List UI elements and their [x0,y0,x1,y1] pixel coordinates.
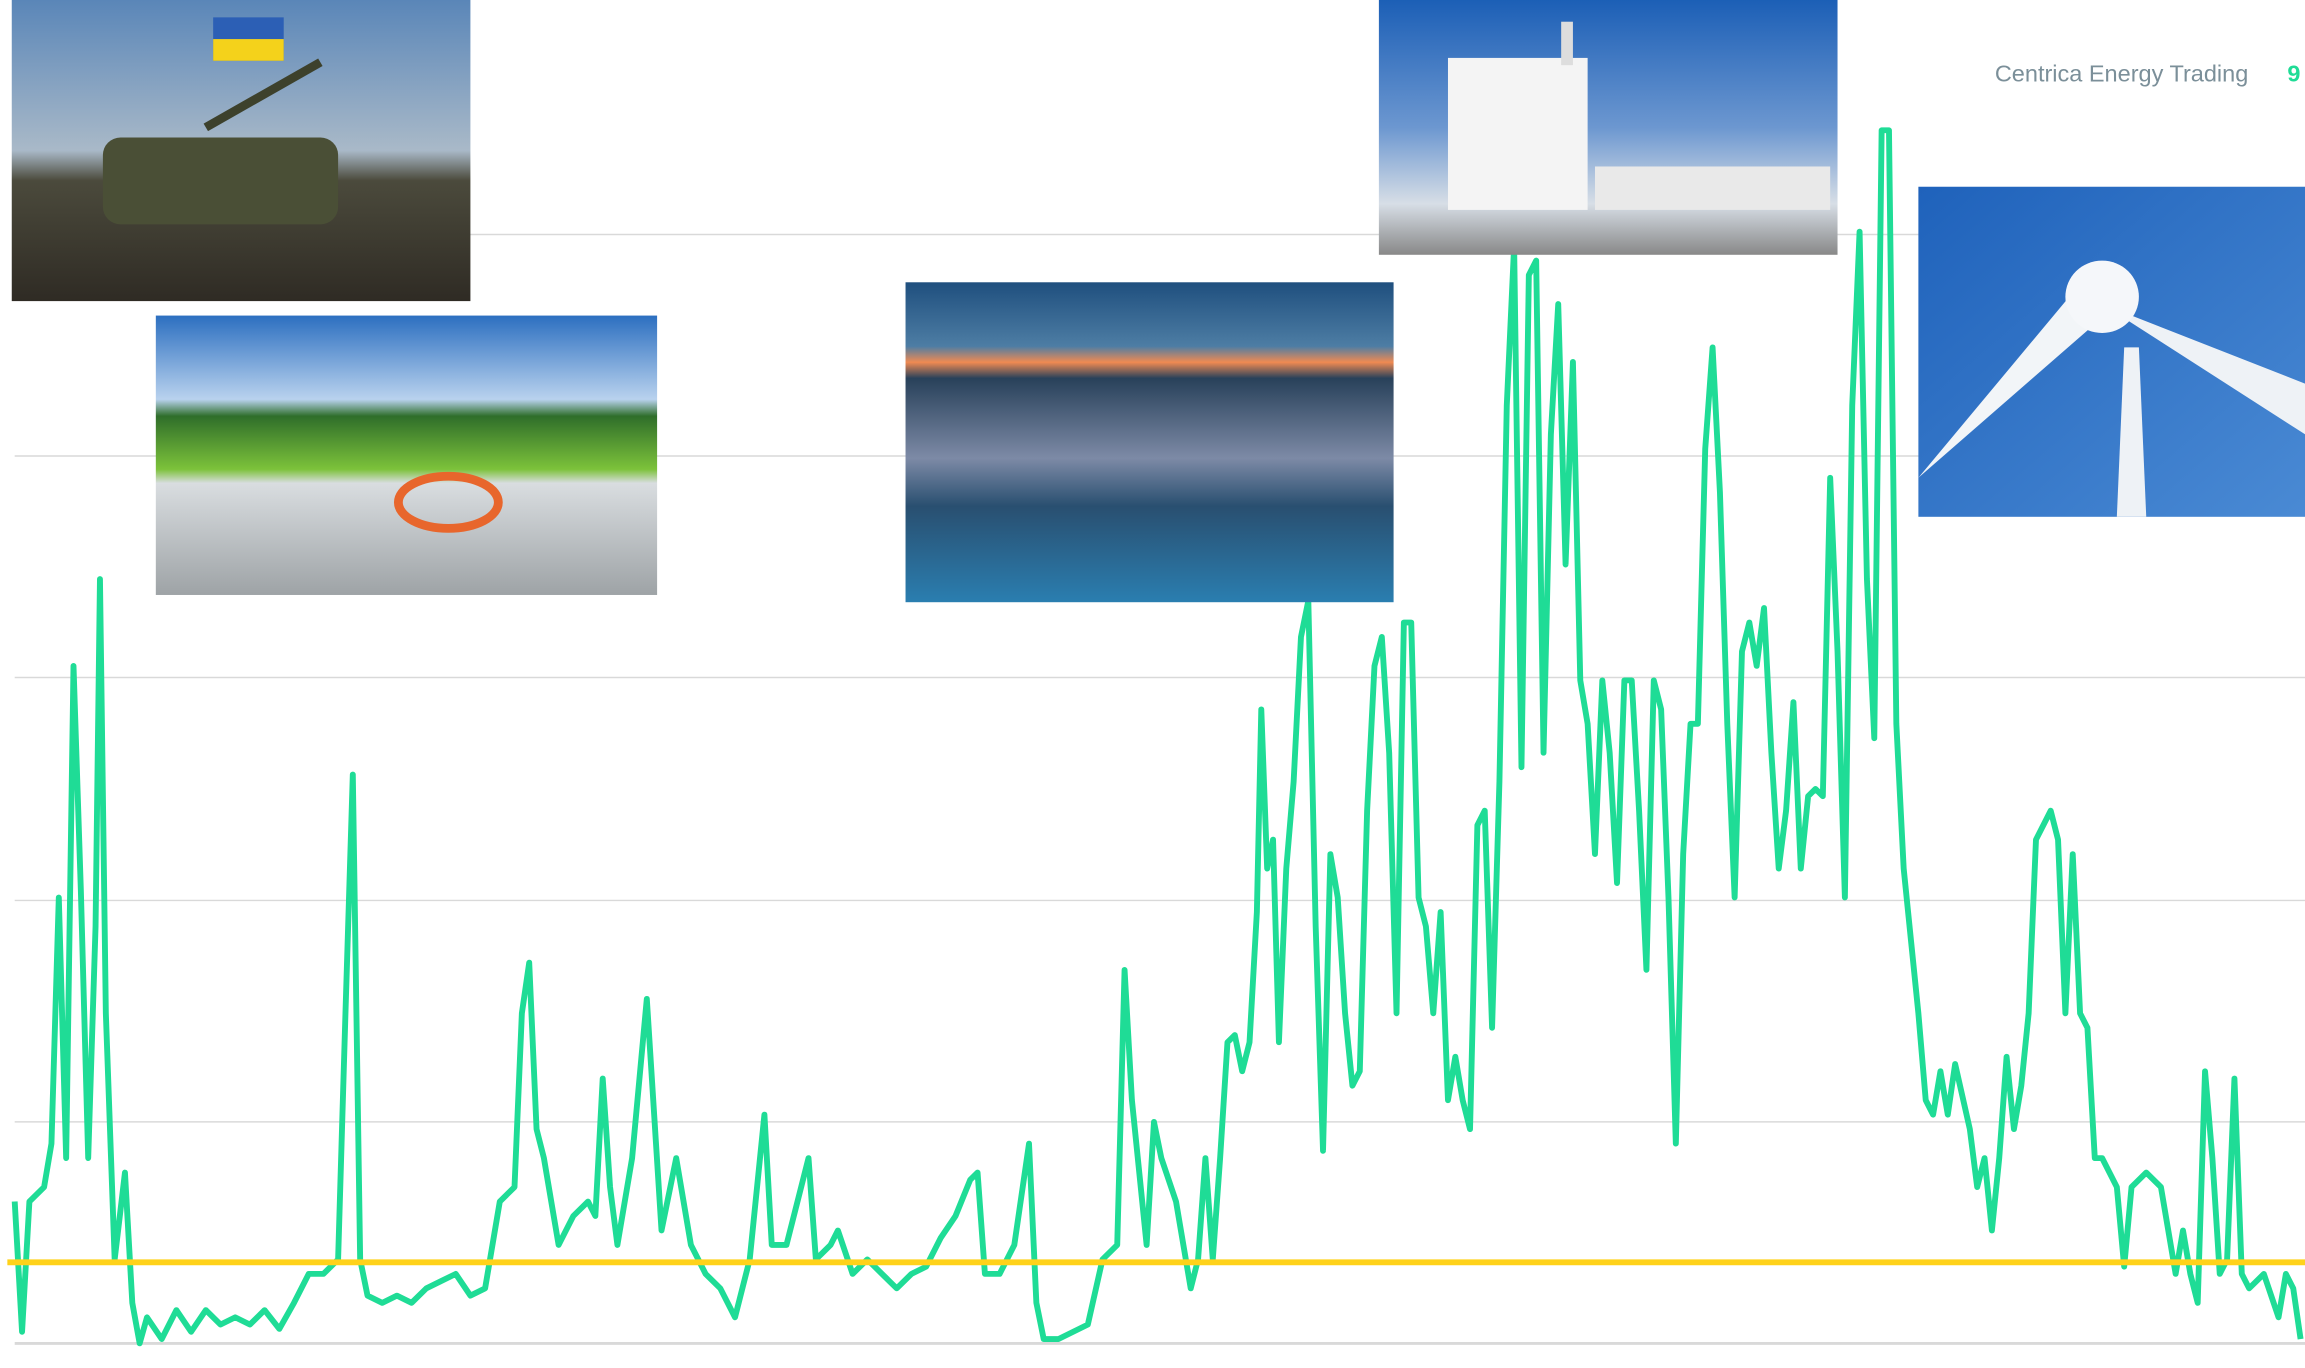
photo-lake [905,282,1394,603]
company-name: Centrica Energy Trading [1995,61,2248,87]
photo-tank [11,0,471,302]
plot-area [7,127,2305,1347]
photo-power-plant [1378,0,1838,255]
page-number: 9 [2287,61,2300,87]
photo-pipeline [155,315,658,595]
series-line [11,127,2304,1347]
photo-wind-turbine [1918,186,2305,517]
